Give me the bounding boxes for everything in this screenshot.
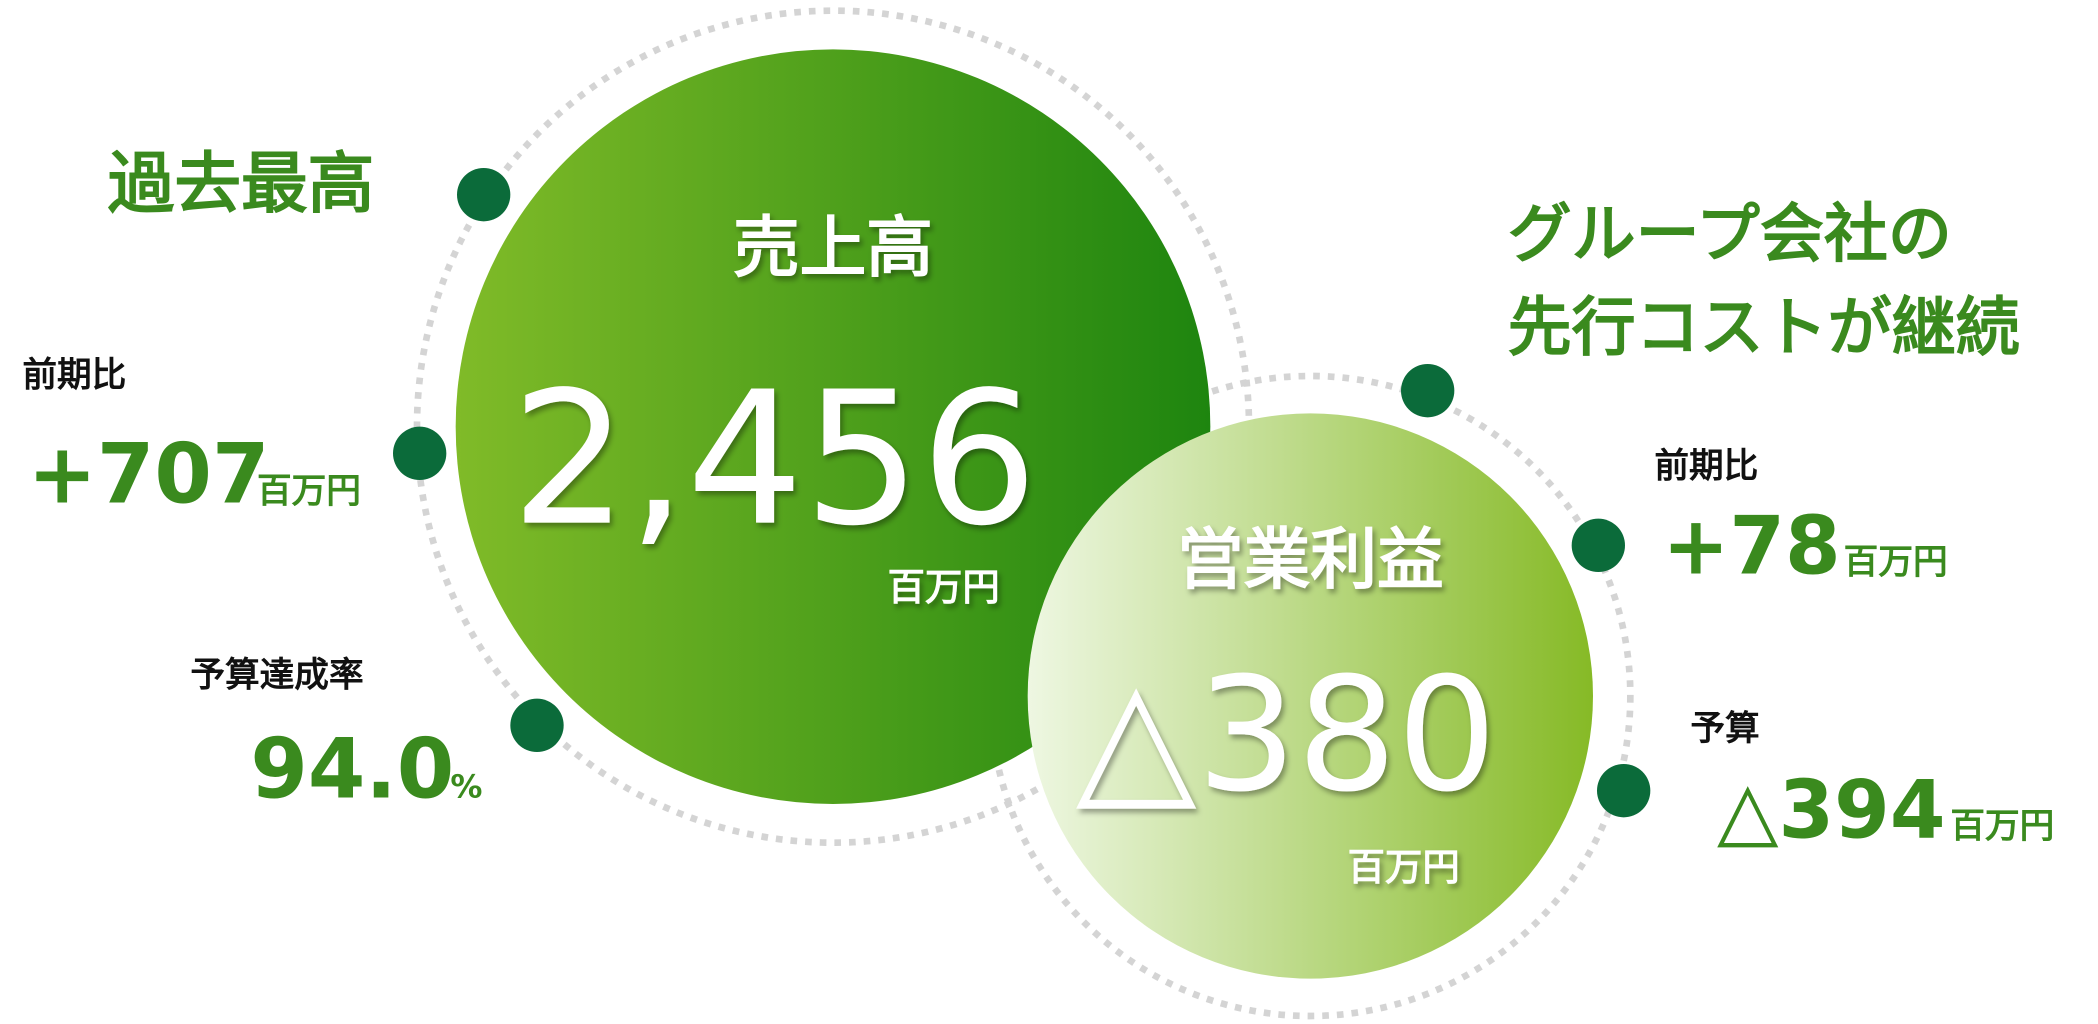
unit: 百万円 <box>257 472 361 512</box>
label: 予算達成率 <box>190 656 363 696</box>
value: +78 <box>1662 499 1840 592</box>
value: △380 <box>1076 644 1497 827</box>
label: 前期比 <box>22 356 126 396</box>
label: 前期比 <box>1654 446 1758 486</box>
dots <box>393 168 1651 818</box>
value: 2,456 <box>511 353 1038 567</box>
ring <box>987 372 1634 1020</box>
title: 営業利益 <box>1177 521 1444 599</box>
value: +707 <box>28 427 270 523</box>
unit: 百万円 <box>1844 542 1948 582</box>
note: 先行コストが継続 <box>1508 291 2020 365</box>
unit: 百万円 <box>1348 845 1460 889</box>
sales-circle <box>455 49 1211 805</box>
profit-circle <box>1027 413 1593 979</box>
value: 94.0 <box>250 721 454 817</box>
title: 売上高 <box>733 209 933 287</box>
unit: 百万円 <box>1950 806 2054 846</box>
unit: % <box>450 767 482 805</box>
label: 予算 <box>1690 709 1759 749</box>
unit: 百万円 <box>888 565 1000 609</box>
note: グループ会社の <box>1508 198 1952 272</box>
note: 過去最高 <box>108 145 375 223</box>
value: △394 <box>1717 763 1946 856</box>
